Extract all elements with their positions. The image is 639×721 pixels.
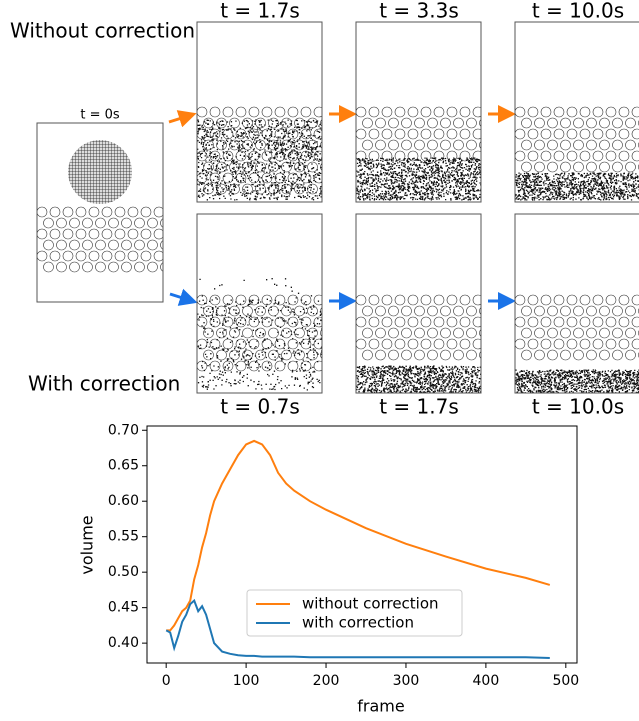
x-tick-label: 400	[473, 673, 500, 689]
x-tick-label: 500	[552, 673, 579, 689]
panel-bg	[356, 214, 481, 393]
row-label: With correction	[28, 372, 180, 396]
panel	[197, 22, 322, 202]
obstacles	[515, 106, 639, 173]
panel-bg	[515, 214, 639, 393]
particles	[356, 365, 481, 393]
panel-frame	[514, 213, 639, 394]
particles	[356, 157, 481, 201]
data-line	[166, 439, 551, 632]
y-tick-label: 0.45	[108, 600, 139, 616]
y-tick-label: 0.50	[108, 564, 139, 580]
panel-frame	[36, 122, 164, 303]
x-tick-label: 0	[162, 673, 171, 689]
panel	[356, 214, 481, 393]
particles	[515, 172, 639, 201]
particles	[197, 119, 322, 201]
panel	[515, 214, 639, 393]
y-tick-label: 0.40	[108, 635, 139, 651]
obstacles	[515, 294, 639, 361]
panel-bg	[197, 214, 322, 393]
fluid-ball	[68, 140, 132, 204]
panel-frame	[196, 213, 323, 394]
x-tick-label: 100	[233, 673, 260, 689]
panel-frame	[355, 213, 482, 394]
panel	[356, 22, 481, 202]
panel-frame	[514, 21, 639, 203]
panel-label: t = 0.7s	[220, 395, 300, 419]
y-tick-label: 0.55	[108, 529, 139, 545]
obstacles	[37, 206, 163, 273]
obstacles	[356, 294, 481, 361]
legend-label: with correction	[302, 614, 414, 632]
plot-frame	[146, 425, 578, 664]
panel-frame	[196, 21, 323, 203]
arrows	[168, 105, 516, 310]
x-axis-label: frame	[357, 697, 404, 716]
y-tick-label: 0.65	[108, 458, 139, 474]
obstacles	[356, 106, 481, 162]
panel-label: t = 10.0s	[532, 395, 624, 419]
legend-label: without correction	[302, 595, 439, 613]
particles	[515, 369, 639, 393]
panel	[197, 214, 322, 393]
panel-label: t = 0s	[80, 108, 120, 123]
y-axis-label: volume	[78, 515, 97, 574]
panel-label: t = 1.7s	[220, 0, 300, 23]
panel-label: t = 1.7s	[379, 395, 459, 419]
legend	[246, 589, 463, 637]
particles	[197, 278, 322, 391]
panel-bg	[197, 22, 322, 202]
panel-frame	[355, 21, 482, 203]
x-tick-label: 300	[393, 673, 420, 689]
y-tick-label: 0.70	[108, 422, 139, 438]
y-tick-label: 0.60	[108, 493, 139, 509]
x-tick-label: 200	[313, 673, 340, 689]
panel	[515, 22, 639, 202]
simulation-panels	[36, 21, 639, 394]
panel-label: t = 3.3s	[379, 0, 459, 23]
row-label: Without correction	[10, 19, 195, 43]
panel-label: t = 10.0s	[532, 0, 624, 23]
data-line	[165, 598, 550, 659]
